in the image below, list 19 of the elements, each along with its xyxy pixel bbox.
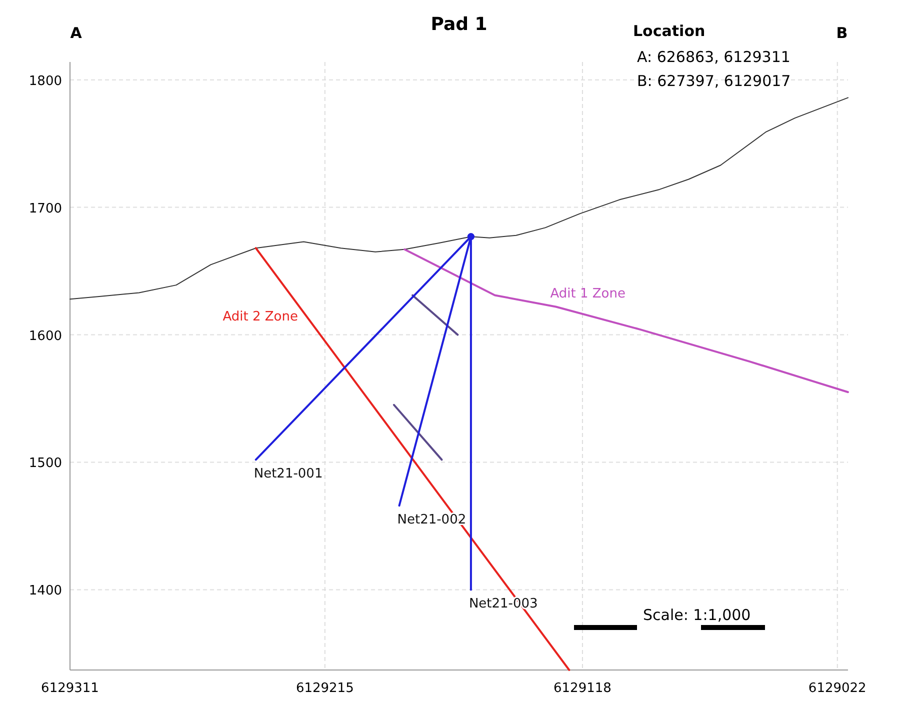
series-label: Adit 1 Zone <box>550 286 626 302</box>
y-tick-label: 1400 <box>28 584 62 599</box>
annotation: B: 627397, 6129017 <box>637 72 791 90</box>
x-tick-label: 6129022 <box>808 681 866 696</box>
x-tick-label: 6129215 <box>296 681 354 696</box>
x-tick-label: 6129118 <box>554 681 612 696</box>
chart-title: Pad 1 <box>430 14 488 35</box>
text: A <box>70 24 82 42</box>
y-tick-label: 1600 <box>28 328 62 344</box>
y-tick-label: 1700 <box>28 201 62 216</box>
x-tick-label: 6129311 <box>41 681 99 696</box>
annotation: Scale: 1:1,000 <box>643 606 751 624</box>
text: B <box>836 24 848 42</box>
y-tick-label: 1500 <box>28 456 62 472</box>
series-label: Adit 2 Zone <box>222 310 298 325</box>
text: Location <box>633 22 706 40</box>
y-tick-label: 1800 <box>28 74 62 89</box>
series-label: Net21-001 <box>254 466 323 482</box>
annotation: A: 626863, 6129311 <box>637 48 790 66</box>
